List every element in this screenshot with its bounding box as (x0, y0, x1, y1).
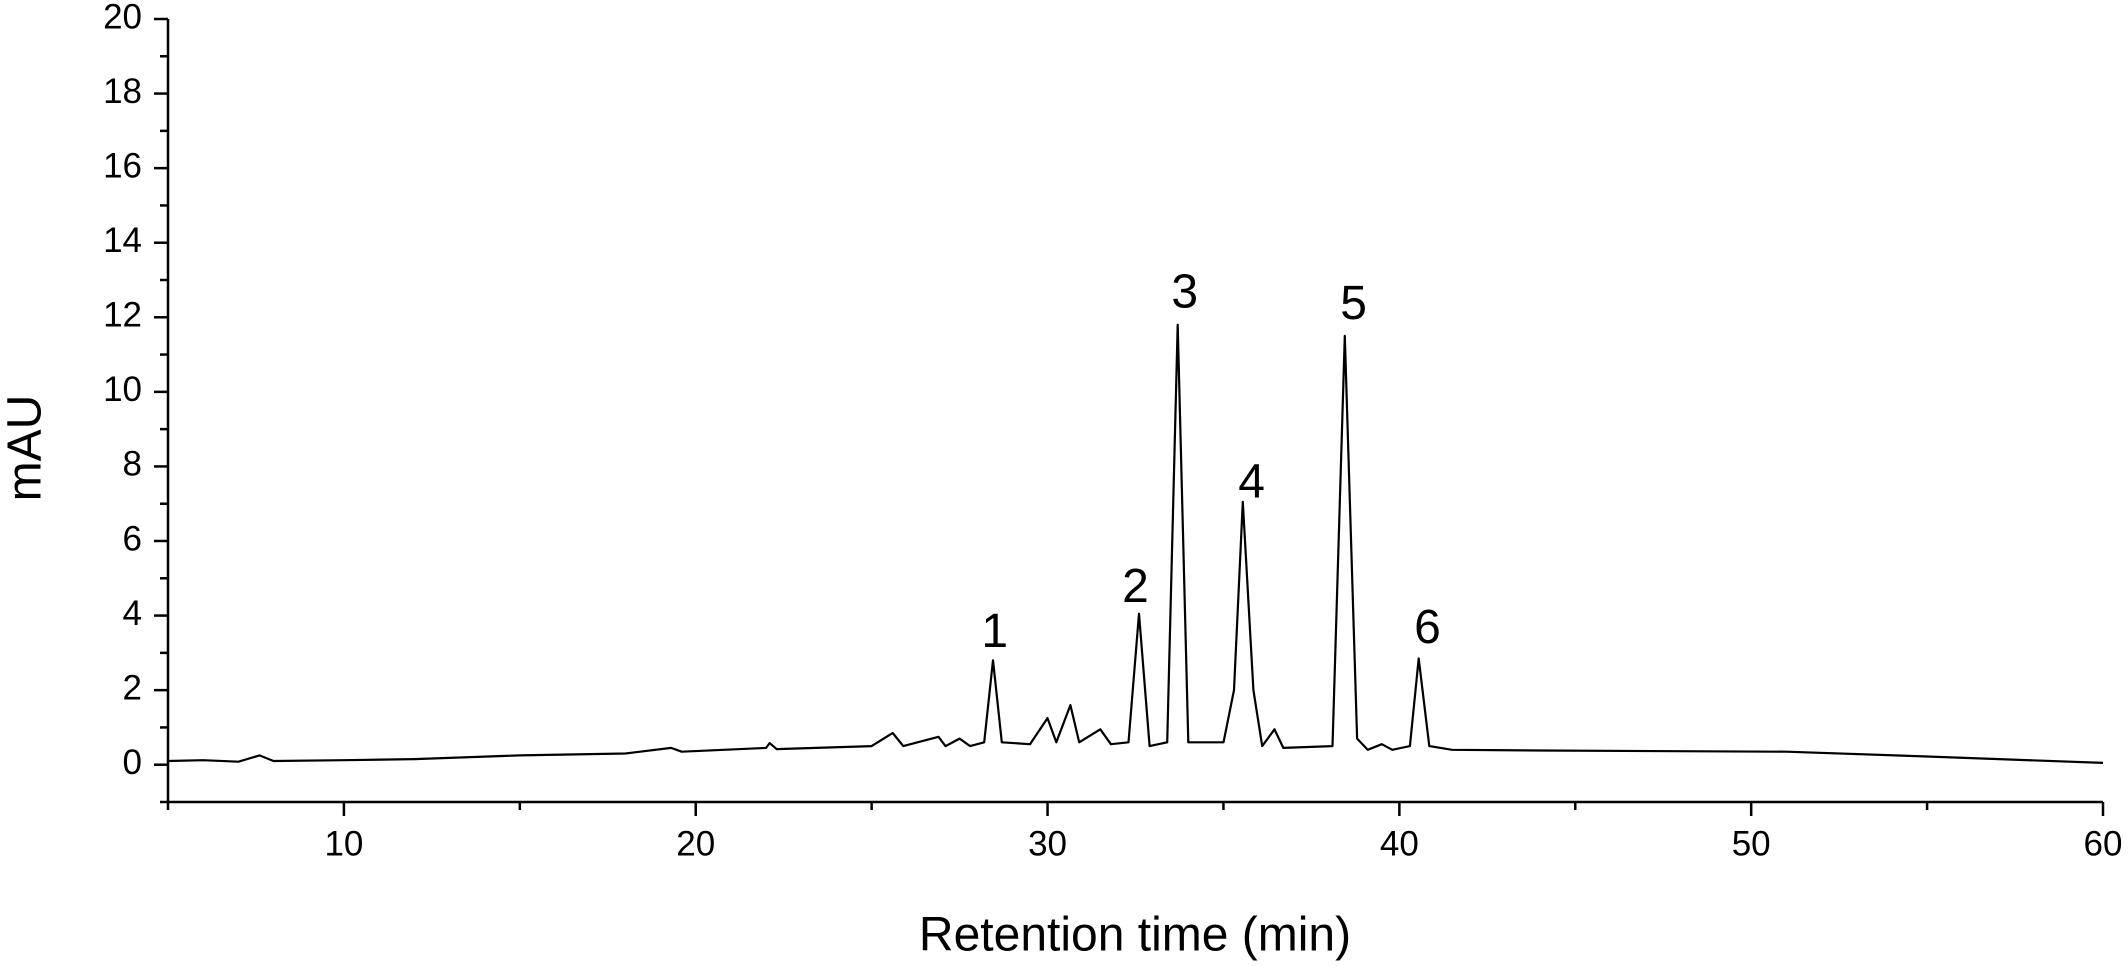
peak-label: 4 (1238, 456, 1265, 509)
y-tick-label: 16 (103, 146, 142, 185)
y-tick-label: 20 (103, 0, 142, 36)
peak-label: 5 (1340, 277, 1367, 330)
y-tick-label: 8 (123, 445, 142, 484)
y-tick-label: 14 (103, 221, 142, 260)
x-tick-label: 30 (1028, 824, 1067, 863)
peak-label: 1 (981, 605, 1008, 658)
peak-label: 6 (1414, 601, 1441, 654)
x-tick-label: 20 (676, 824, 715, 863)
y-tick-label: 2 (123, 668, 142, 707)
x-axis-title: Retention time (min) (919, 909, 1351, 962)
x-tick-label: 40 (1380, 824, 1419, 863)
y-axis-title: mAU (0, 395, 52, 502)
y-tick-label: 18 (103, 72, 142, 111)
chromatogram-line (167, 323, 2104, 764)
y-tick-label: 0 (123, 743, 142, 782)
x-tick-label: 10 (324, 824, 363, 863)
y-tick-label: 4 (123, 594, 142, 633)
x-tick-label: 60 (2084, 824, 2123, 863)
y-tick-label: 12 (103, 296, 142, 335)
peak-label: 2 (1122, 560, 1149, 613)
peak-label: 3 (1171, 266, 1198, 319)
y-tick-label: 6 (123, 519, 142, 558)
y-tick-label: 10 (103, 370, 142, 409)
x-tick-label: 50 (1732, 824, 1771, 863)
